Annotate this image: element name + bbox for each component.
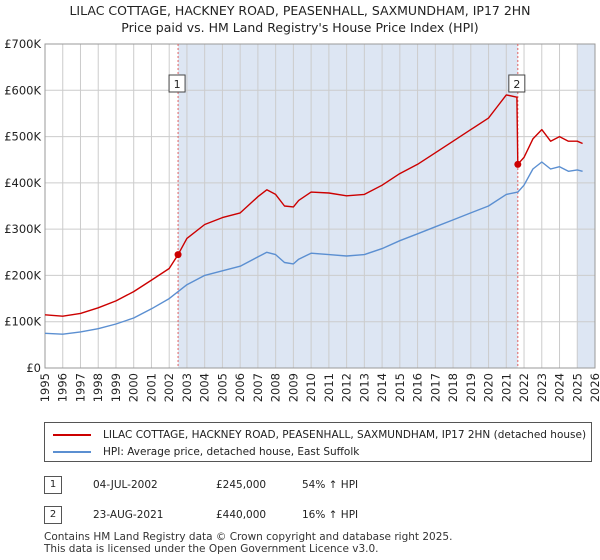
sale-price: £245,000 bbox=[216, 479, 267, 491]
sale-date: 23-AUG-2021 bbox=[93, 509, 164, 521]
sale-date: 04-JUL-2002 bbox=[93, 479, 158, 491]
y-tick-label: £0 bbox=[26, 361, 41, 375]
x-tick-label: 2004 bbox=[198, 373, 212, 402]
sale-row: 2 23-AUG-2021 £440,000 16% ↑ HPI bbox=[44, 506, 544, 526]
x-tick-label: 1996 bbox=[56, 373, 70, 402]
x-tick-label: 2025 bbox=[570, 373, 584, 402]
sale-point bbox=[174, 251, 182, 259]
x-tick-label: 1997 bbox=[73, 373, 87, 402]
x-tick-label: 2015 bbox=[393, 373, 407, 402]
y-tick-label: £400K bbox=[4, 176, 41, 190]
x-tick-label: 2000 bbox=[127, 373, 141, 402]
x-tick-label: 2007 bbox=[251, 373, 265, 402]
sale-marker-box bbox=[168, 74, 186, 93]
y-tick-label: £600K bbox=[4, 83, 41, 97]
sale-row: 1 04-JUL-2002 £245,000 54% ↑ HPI bbox=[44, 476, 544, 496]
sale-marker-badge: 2 bbox=[44, 506, 62, 524]
x-tick-label: 2003 bbox=[180, 373, 194, 402]
x-tick-label: 2021 bbox=[499, 373, 513, 402]
sale-marker-badge: 1 bbox=[44, 476, 62, 494]
x-tick-label: 2006 bbox=[233, 373, 247, 402]
legend-line-hpi bbox=[53, 451, 91, 453]
footer-copyright: Contains HM Land Registry data © Crown c… bbox=[44, 531, 453, 543]
x-tick-label: 2005 bbox=[215, 373, 229, 402]
x-tick-label: 2023 bbox=[535, 373, 549, 402]
chart-title-line2: Price paid vs. HM Land Registry's House … bbox=[121, 20, 479, 35]
x-tick-label: 2013 bbox=[357, 373, 371, 402]
sale-marker-label: 2 bbox=[513, 78, 520, 91]
shaded-range bbox=[577, 44, 595, 368]
x-tick-label: 2008 bbox=[269, 373, 283, 402]
sale-marker-box bbox=[508, 74, 526, 93]
x-tick-label: 2024 bbox=[553, 373, 567, 402]
x-tick-label: 2018 bbox=[446, 373, 460, 402]
x-tick-label: 2002 bbox=[162, 373, 176, 402]
x-tick-label: 2001 bbox=[144, 373, 158, 402]
y-tick-label: £100K bbox=[4, 315, 41, 329]
x-tick-label: 1995 bbox=[38, 373, 52, 402]
plot-frame bbox=[44, 43, 596, 369]
x-tick-label: 2026 bbox=[588, 373, 600, 402]
x-tick-label: 2009 bbox=[286, 373, 300, 402]
x-tick-label: 1998 bbox=[91, 373, 105, 402]
footer-license: This data is licensed under the Open Gov… bbox=[44, 543, 379, 555]
x-tick-label: 2012 bbox=[340, 373, 354, 402]
legend-label-property: LILAC COTTAGE, HACKNEY ROAD, PEASENHALL,… bbox=[103, 429, 587, 441]
property-price-line bbox=[44, 94, 583, 317]
chart-title-line1: LILAC COTTAGE, HACKNEY ROAD, PEASENHALL,… bbox=[69, 3, 531, 18]
x-tick-label: 2019 bbox=[464, 373, 478, 402]
y-tick-label: £300K bbox=[4, 222, 41, 236]
shaded-range bbox=[178, 44, 518, 368]
x-tick-label: 2017 bbox=[428, 373, 442, 402]
x-tick-label: 2011 bbox=[322, 373, 336, 402]
x-tick-label: 2010 bbox=[304, 373, 318, 402]
sale-hpi-diff: 54% ↑ HPI bbox=[302, 479, 359, 491]
legend-item-property: LILAC COTTAGE, HACKNEY ROAD, PEASENHALL,… bbox=[53, 427, 586, 443]
price-chart: £0 £100K £200K £300K £400K £500K £600K £700K 199… bbox=[4, 37, 600, 402]
legend-label-hpi: HPI: Average price, detached house, East… bbox=[103, 446, 360, 458]
sale-hpi-diff: 16% ↑ HPI bbox=[302, 509, 359, 521]
sale-point bbox=[514, 160, 522, 168]
x-tick-label: 2022 bbox=[517, 373, 531, 402]
sale-price: £440,000 bbox=[216, 509, 267, 521]
y-tick-label: £500K bbox=[4, 130, 41, 144]
x-tick-label: 2020 bbox=[482, 373, 496, 402]
x-tick-label: 1999 bbox=[109, 373, 123, 402]
x-tick-label: 2016 bbox=[411, 373, 425, 402]
y-tick-label: £200K bbox=[4, 268, 41, 282]
legend-item-hpi: HPI: Average price, detached house, East… bbox=[53, 444, 359, 460]
legend-line-property bbox=[53, 434, 91, 436]
x-tick-label: 2014 bbox=[375, 373, 389, 402]
sale-marker-label: 1 bbox=[174, 78, 181, 91]
y-tick-label: £700K bbox=[4, 37, 41, 51]
legend: LILAC COTTAGE, HACKNEY ROAD, PEASENHALL,… bbox=[44, 422, 592, 462]
hpi-line bbox=[44, 161, 583, 335]
